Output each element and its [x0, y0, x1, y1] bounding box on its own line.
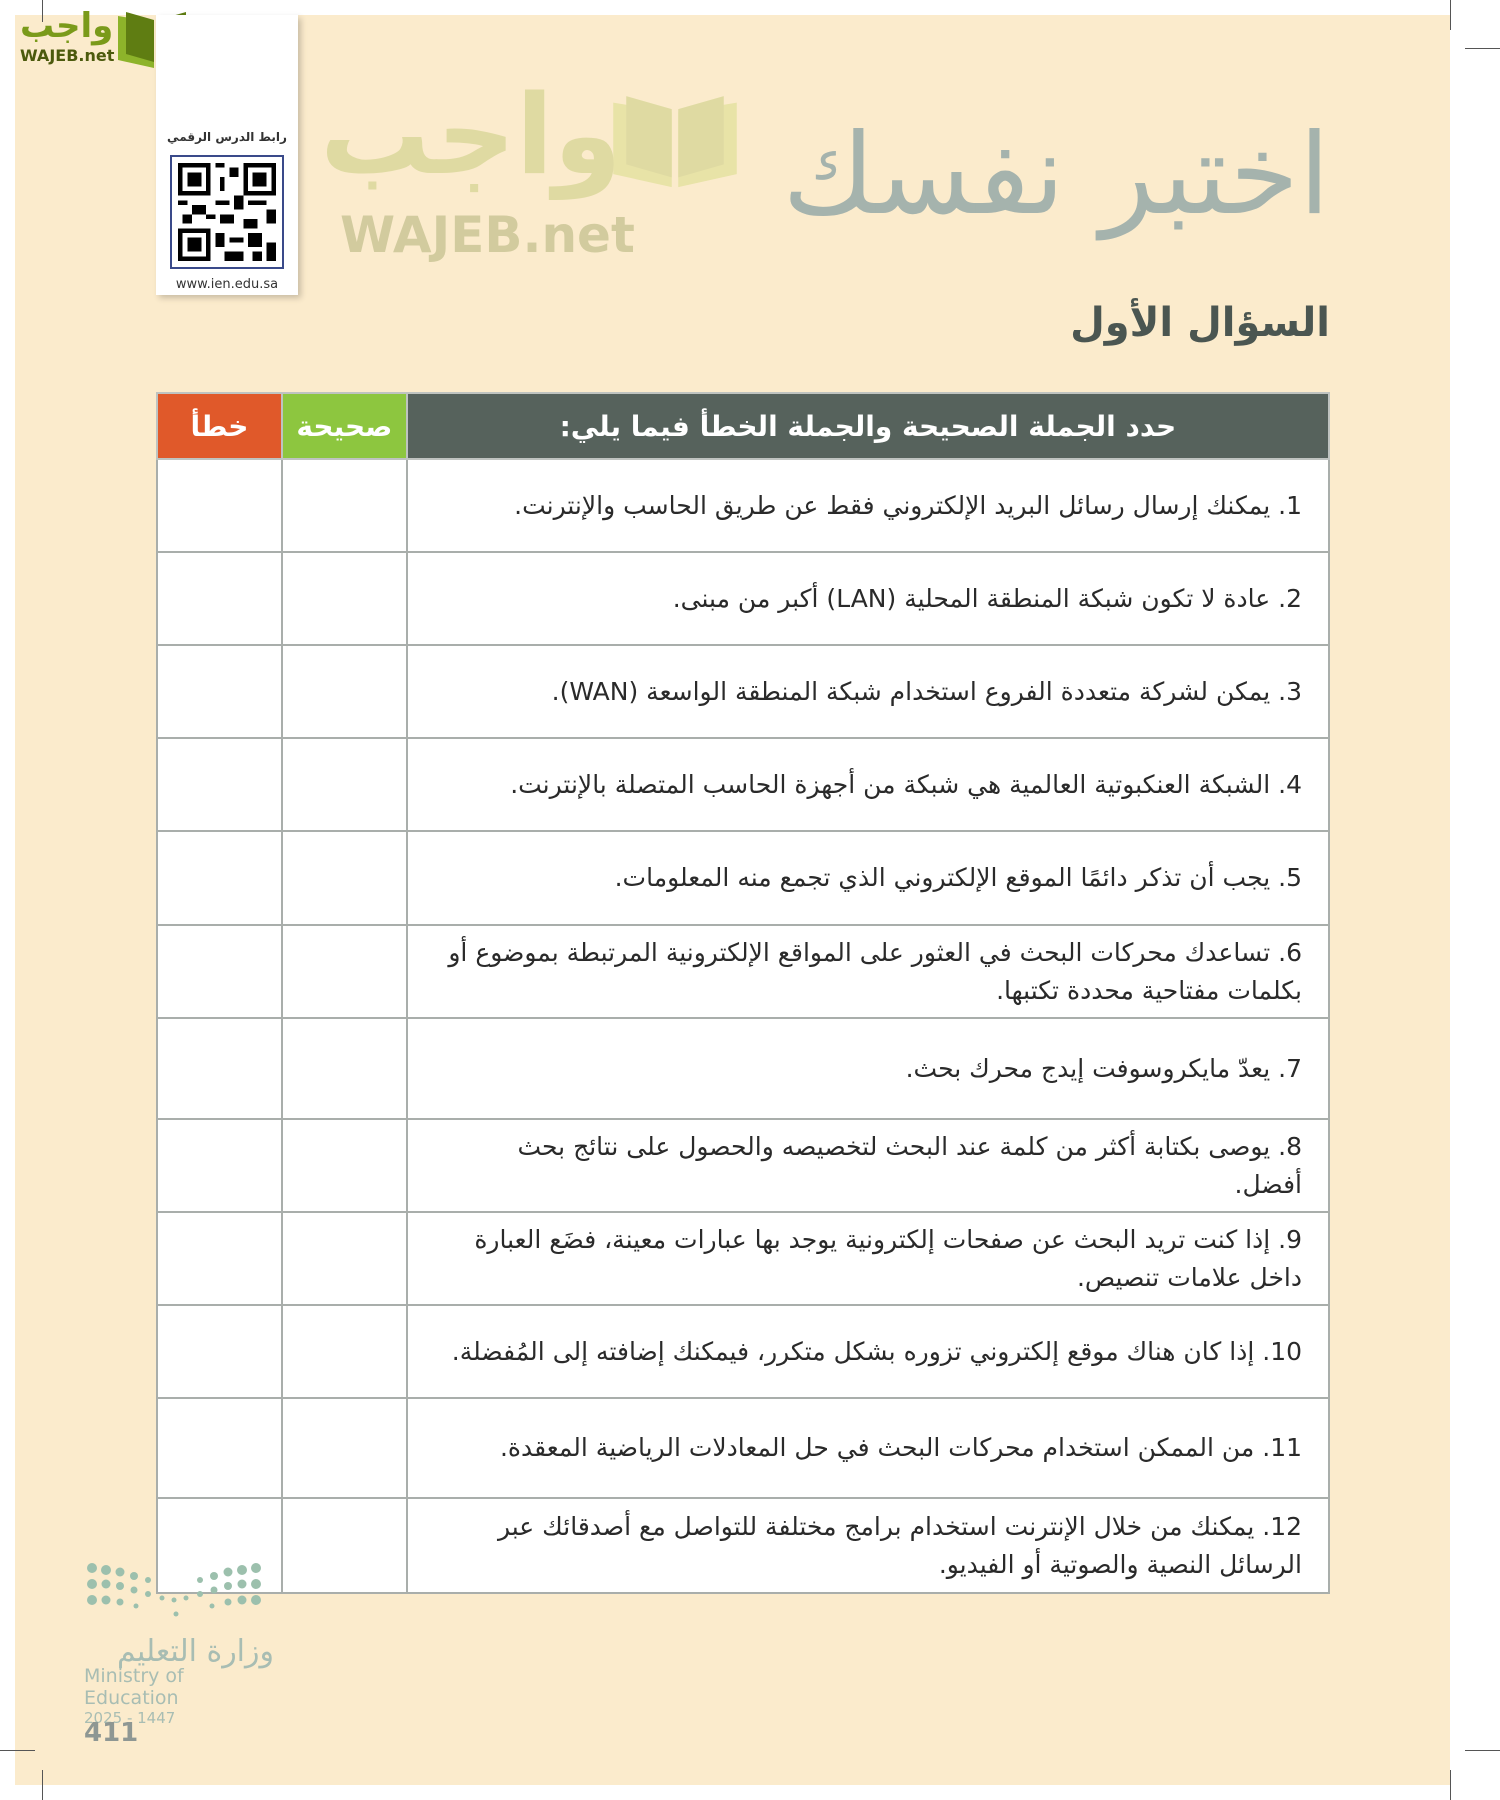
statement-cell: 2. عادة لا تكون شبكة المنطقة المحلية (LA…	[405, 551, 1331, 646]
false-answer-cell[interactable]	[156, 1397, 283, 1499]
qr-code[interactable]	[170, 155, 284, 269]
table-row: 12. يمكنك من خلال الإنترنت استخدام برامج…	[156, 1497, 1331, 1594]
table-row: 11. من الممكن استخدام محركات البحث في حل…	[156, 1397, 1331, 1499]
true-answer-cell[interactable]	[280, 644, 408, 739]
ministry-logo: وزارة التعليم Ministry of Education 2025…	[84, 1562, 274, 1727]
table-row: 4. الشبكة العنكبوتية العالمية هي شبكة من…	[156, 737, 1331, 832]
statement-cell: 3. يمكن لشركة متعددة الفروع استخدام شبكة…	[405, 644, 1331, 739]
page-title: اختبر نفسك	[782, 110, 1330, 240]
table-row: 5. يجب أن تذكر دائمًا الموقع الإلكتروني …	[156, 830, 1331, 926]
statement-cell: 4. الشبكة العنكبوتية العالمية هي شبكة من…	[405, 737, 1331, 832]
true-answer-cell[interactable]	[280, 1017, 408, 1120]
statement-cell: 5. يجب أن تذكر دائمًا الموقع الإلكتروني …	[405, 830, 1331, 926]
true-answer-cell[interactable]	[280, 830, 408, 926]
edition-year: 2025 - 1447	[84, 1709, 176, 1727]
qr-label: رابط الدرس الرقمي	[167, 130, 287, 144]
false-answer-cell[interactable]	[156, 1497, 283, 1594]
statement-cell: 7. يعدّ مايكروسوفت إيدج محرك بحث.	[405, 1017, 1331, 1120]
true-answer-cell[interactable]	[280, 551, 408, 646]
statement-cell: 11. من الممكن استخدام محركات البحث في حل…	[405, 1397, 1331, 1499]
false-answer-cell[interactable]	[156, 737, 283, 832]
ministry-arabic: وزارة التعليم	[116, 1634, 274, 1669]
crop-mark	[42, 0, 43, 22]
table-row: 9. إذا كنت تريد البحث عن صفحات إلكترونية…	[156, 1211, 1331, 1306]
true-answer-cell[interactable]	[280, 1304, 408, 1399]
section-title: السؤال الأول	[1070, 300, 1330, 346]
qr-code-icon	[178, 163, 276, 261]
true-answer-cell[interactable]	[280, 1397, 408, 1499]
true-false-table: حدد الجملة الصحيحة والجملة الخطأ فيما يل…	[156, 392, 1331, 1594]
crop-mark	[1465, 48, 1500, 49]
table-row: 1. يمكنك إرسال رسائل البريد الإلكتروني ف…	[156, 458, 1331, 553]
table-row: 2. عادة لا تكون شبكة المنطقة المحلية (LA…	[156, 551, 1331, 646]
true-answer-cell[interactable]	[280, 924, 408, 1019]
false-answer-cell[interactable]	[156, 924, 283, 1019]
crop-mark	[1450, 1770, 1451, 1800]
qr-url[interactable]: www.ien.edu.sa	[175, 277, 279, 292]
logo-arabic: واجب	[20, 6, 114, 46]
statement-cell: 9. إذا كنت تريد البحث عن صفحات إلكترونية…	[405, 1211, 1331, 1306]
false-answer-cell[interactable]	[156, 1304, 283, 1399]
table-row: 8. يوصى بكتابة أكثر من كلمة عند البحث لت…	[156, 1118, 1331, 1213]
page-number: 411	[84, 1718, 139, 1748]
table-row: 10. إذا كان هناك موقع إلكتروني تزوره بشك…	[156, 1304, 1331, 1399]
false-answer-cell[interactable]	[156, 458, 283, 553]
logo-latin: WAJEB.net	[20, 46, 115, 65]
table-row: 3. يمكن لشركة متعددة الفروع استخدام شبكة…	[156, 644, 1331, 739]
false-answer-cell[interactable]	[156, 1118, 283, 1213]
statement-cell: 10. إذا كان هناك موقع إلكتروني تزوره بشك…	[405, 1304, 1331, 1399]
header-true: صحيحة	[280, 392, 408, 460]
false-answer-cell[interactable]	[156, 644, 283, 739]
qr-card: رابط الدرس الرقمي www.ien.edu.sa	[156, 15, 298, 295]
true-answer-cell[interactable]	[280, 737, 408, 832]
true-answer-cell[interactable]	[280, 1497, 408, 1594]
table-header: حدد الجملة الصحيحة والجملة الخطأ فيما يل…	[156, 392, 1331, 460]
false-answer-cell[interactable]	[156, 1211, 283, 1306]
false-answer-cell[interactable]	[156, 551, 283, 646]
crop-mark	[42, 1770, 43, 1800]
ministry-dots-icon	[87, 1563, 261, 1617]
table-row: 6. تساعدك محركات البحث في العثور على الم…	[156, 924, 1331, 1019]
crop-mark	[1465, 1750, 1500, 1751]
statement-cell: 6. تساعدك محركات البحث في العثور على الم…	[405, 924, 1331, 1019]
table-row: 7. يعدّ مايكروسوفت إيدج محرك بحث.	[156, 1017, 1331, 1120]
statement-cell: 8. يوصى بكتابة أكثر من كلمة عند البحث لت…	[405, 1118, 1331, 1213]
true-answer-cell[interactable]	[280, 1118, 408, 1213]
false-answer-cell[interactable]	[156, 1017, 283, 1120]
true-answer-cell[interactable]	[280, 1211, 408, 1306]
crop-mark	[1450, 0, 1451, 30]
true-answer-cell[interactable]	[280, 458, 408, 553]
statement-cell: 1. يمكنك إرسال رسائل البريد الإلكتروني ف…	[405, 458, 1331, 553]
statement-cell: 12. يمكنك من خلال الإنترنت استخدام برامج…	[405, 1497, 1331, 1594]
crop-mark	[0, 1750, 35, 1751]
header-question: حدد الجملة الصحيحة والجملة الخطأ فيما يل…	[405, 392, 1331, 460]
header-false: خطأ	[156, 392, 283, 460]
ministry-english: Ministry of Education	[84, 1665, 184, 1709]
false-answer-cell[interactable]	[156, 830, 283, 926]
